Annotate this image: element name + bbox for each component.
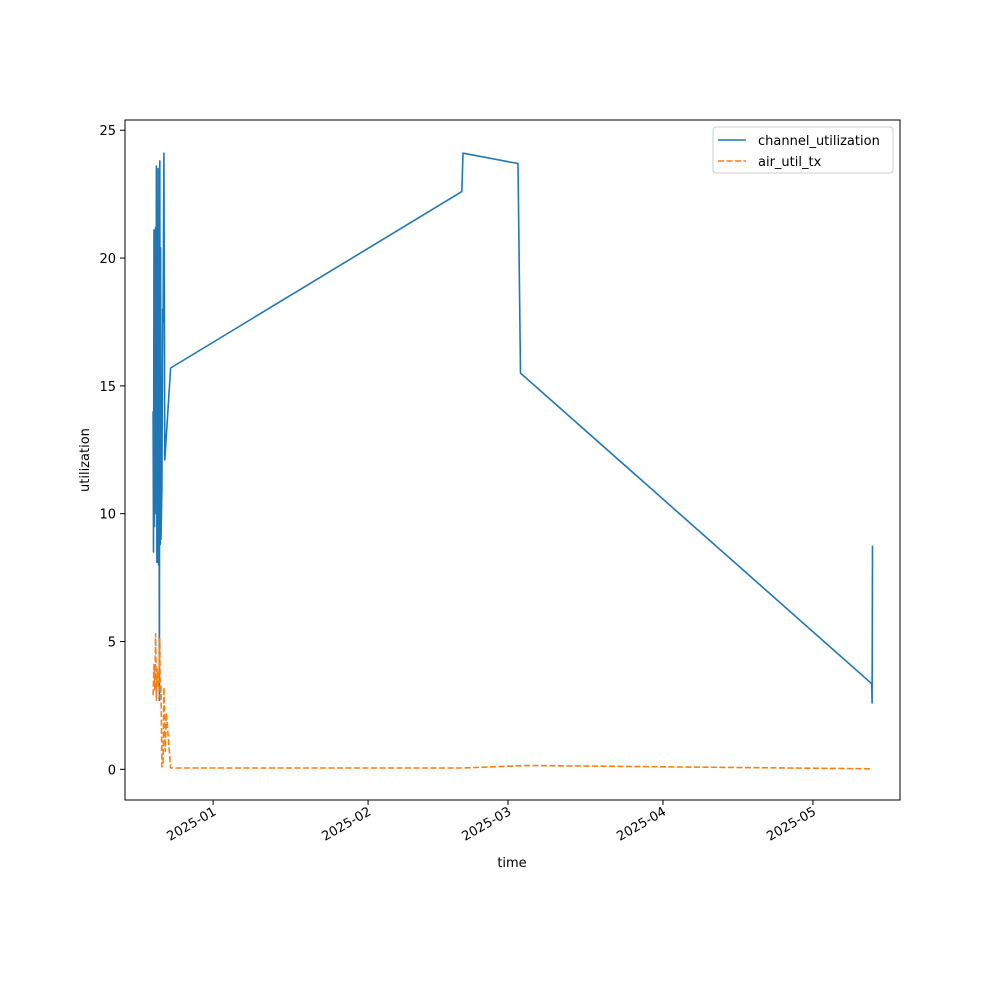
legend-label: air_util_tx [758, 155, 822, 170]
y-tick-label: 25 [99, 124, 116, 139]
y-tick-label: 20 [99, 252, 116, 267]
x-axis-title: time [497, 856, 526, 871]
plot-frame [124, 119, 901, 801]
y-tick-label: 10 [99, 508, 116, 523]
legend-box [712, 126, 894, 174]
y-tick-label: 15 [99, 380, 116, 395]
y-axis: 0 5 10 15 20 25 [99, 124, 125, 778]
y-tick-label: 0 [108, 763, 116, 778]
y-axis-title: utilization [78, 428, 93, 492]
plot-series [152, 152, 874, 770]
legend: channel_utilization air_util_tx [712, 126, 894, 174]
series-line-channel-utilization [152, 152, 874, 704]
legend-label: channel_utilization [758, 134, 880, 149]
y-tick-label: 5 [108, 636, 116, 651]
series-line-air-util-tx [152, 632, 873, 770]
